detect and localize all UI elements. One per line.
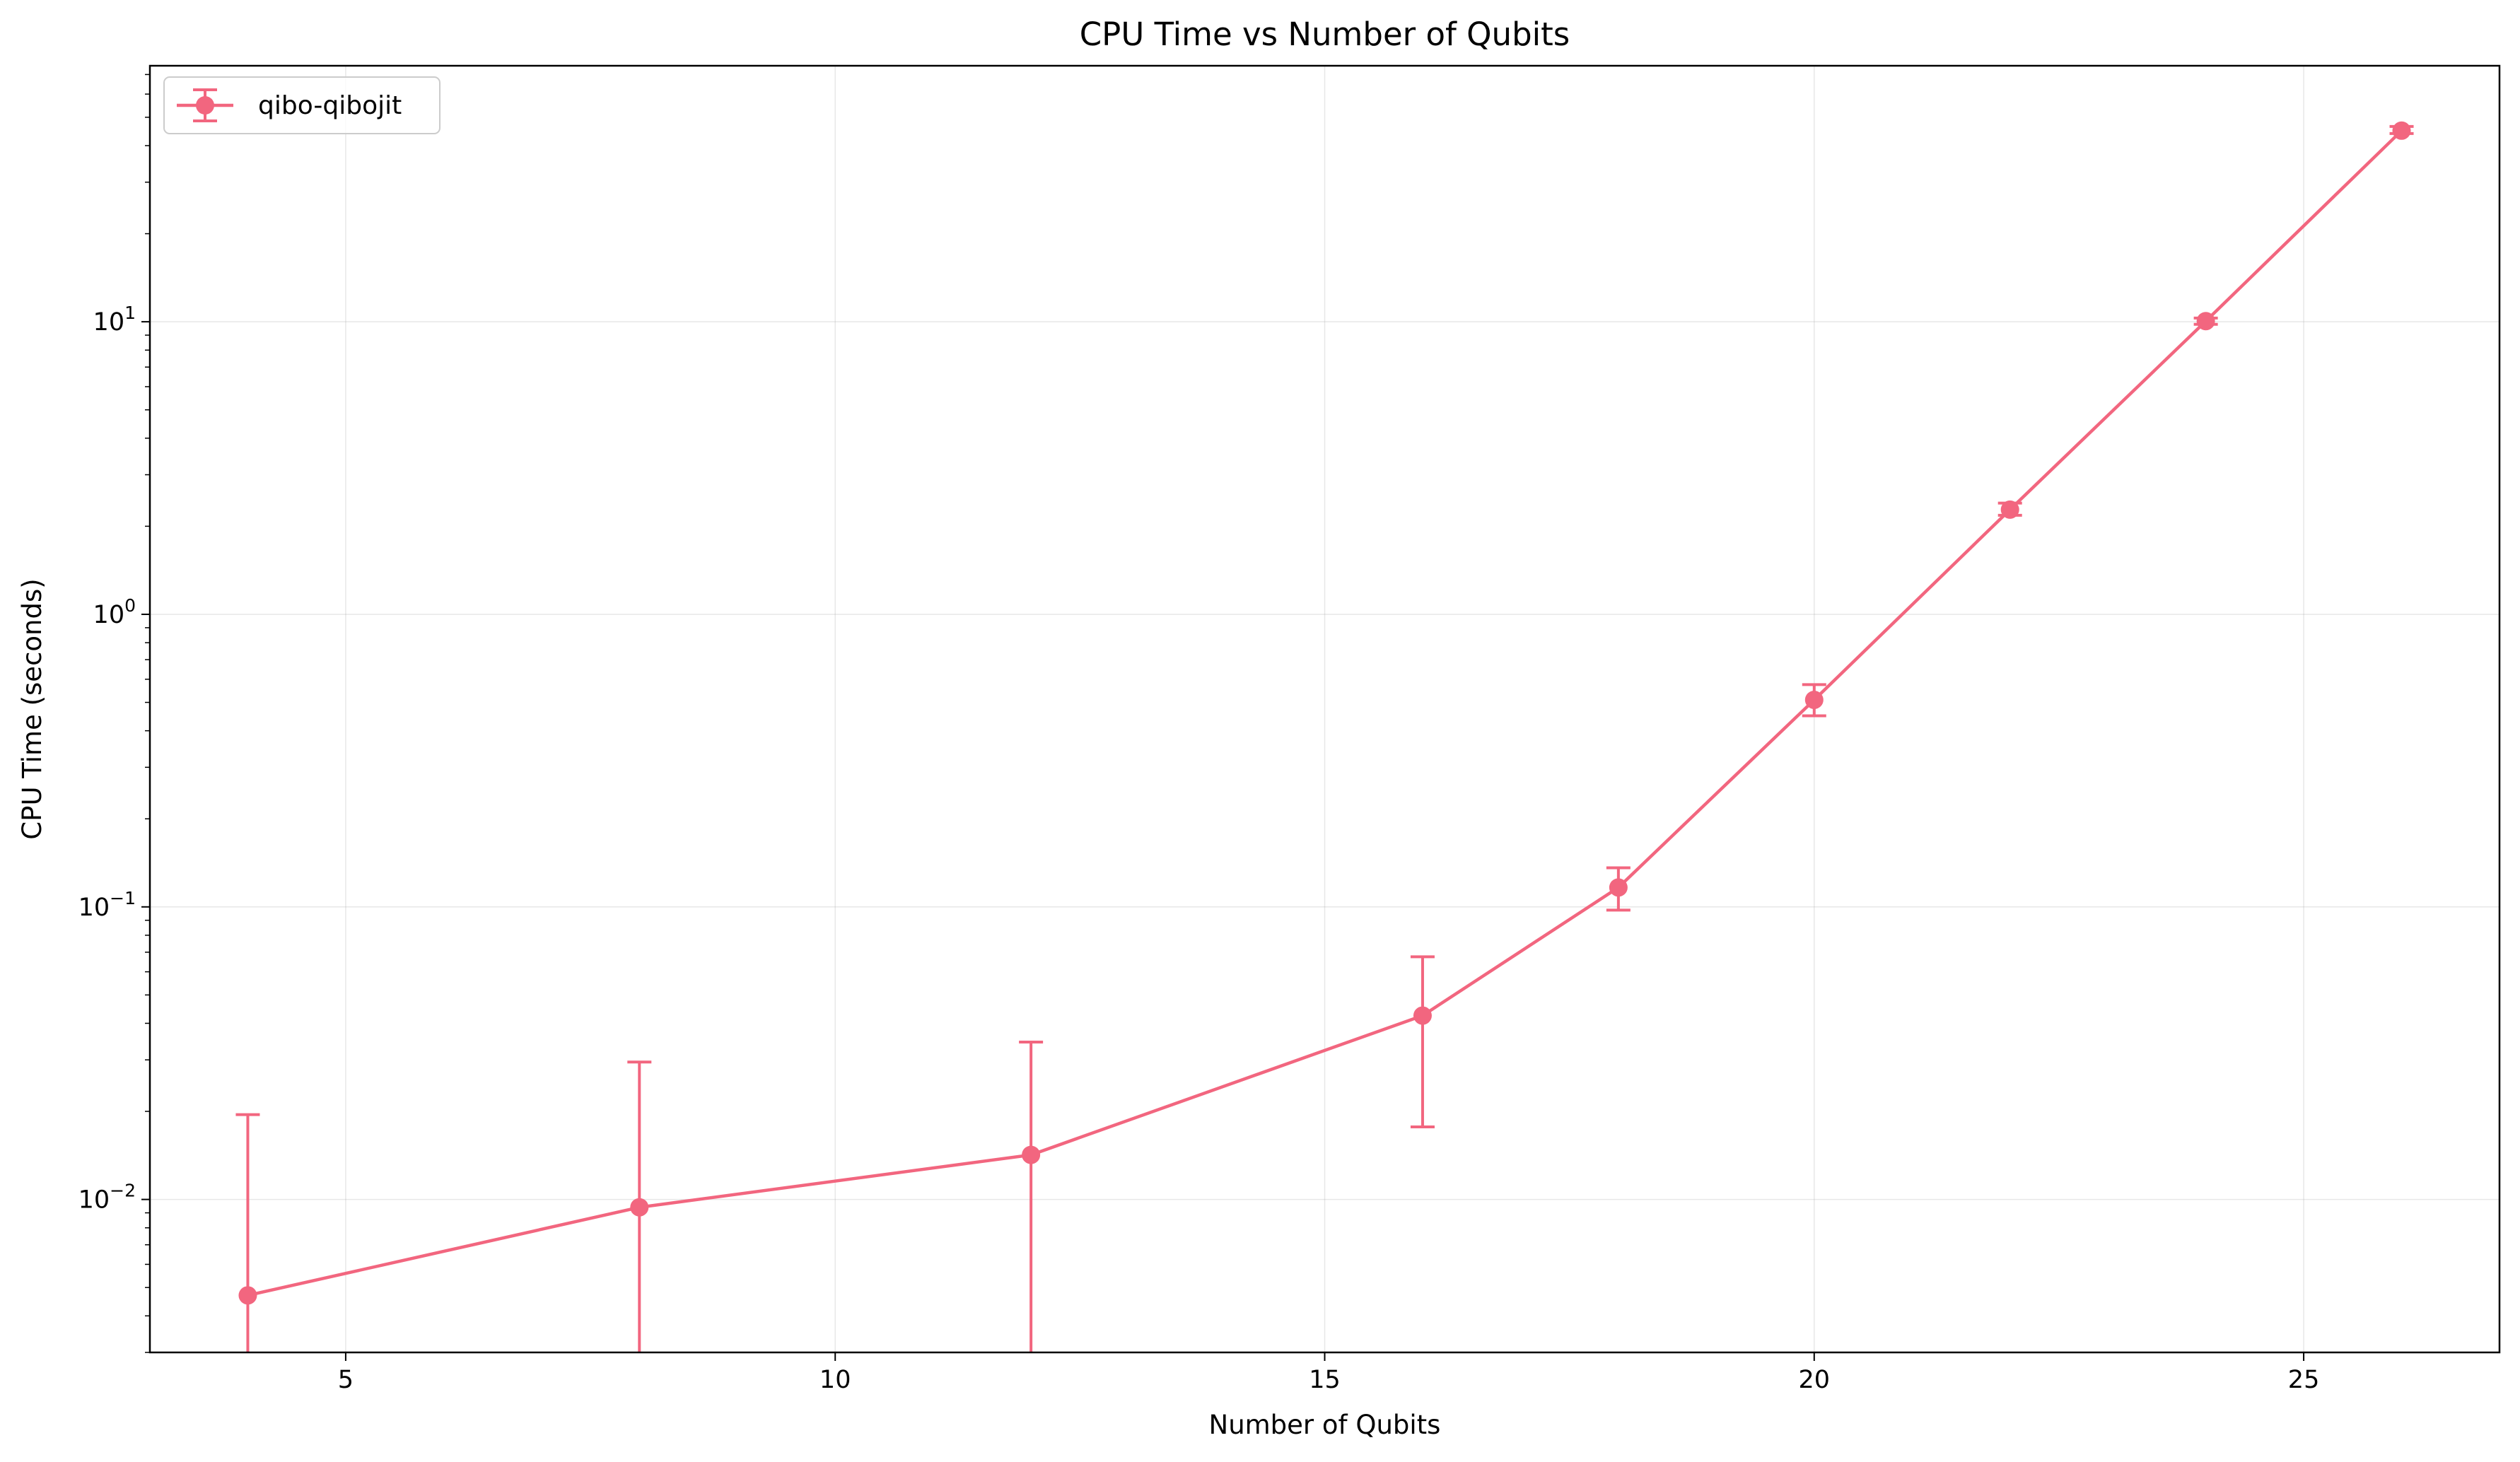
data-point bbox=[1804, 690, 1824, 709]
x-tick-label: 15 bbox=[1309, 1366, 1341, 1394]
data-point bbox=[1413, 1006, 1432, 1025]
data-point bbox=[2196, 312, 2215, 331]
x-axis-label: Number of Qubits bbox=[1209, 1410, 1441, 1440]
y-tick-label: 101 bbox=[93, 303, 136, 337]
data-point bbox=[630, 1198, 649, 1217]
y-tick-label: 10−2 bbox=[78, 1181, 136, 1215]
legend-label-qibo-qibojit: qibo-qibojit bbox=[258, 91, 402, 120]
legend: qibo-qibojit bbox=[163, 76, 441, 134]
data-point bbox=[2000, 500, 2019, 519]
y-tick-label: 10−1 bbox=[78, 888, 136, 922]
legend-swatch bbox=[177, 88, 233, 122]
data-point bbox=[238, 1286, 257, 1305]
data-point bbox=[1022, 1145, 1041, 1164]
x-tick-label: 5 bbox=[338, 1366, 354, 1394]
y-axis-label: CPU Time (seconds) bbox=[17, 578, 47, 839]
series-layer bbox=[235, 121, 2414, 1352]
grid bbox=[150, 66, 2499, 1352]
tick-layer: 5 10 15 20 25 10−2 10−1 100 101 bbox=[78, 74, 2320, 1394]
data-point bbox=[1609, 878, 1628, 897]
x-tick-label: 10 bbox=[819, 1366, 851, 1394]
x-tick-label: 20 bbox=[1799, 1366, 1831, 1394]
legend-swatch-marker bbox=[196, 96, 214, 115]
x-tick-label: 25 bbox=[2288, 1366, 2320, 1394]
data-point bbox=[2392, 121, 2411, 140]
chart-title: CPU Time vs Number of Qubits bbox=[1080, 16, 1570, 53]
legend-box bbox=[163, 76, 441, 134]
y-tick-label: 100 bbox=[93, 595, 136, 629]
